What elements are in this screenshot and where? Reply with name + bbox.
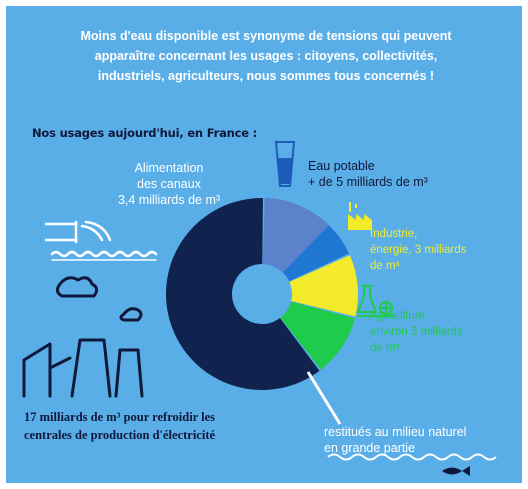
industry-label-line-2: énergie, 3 milliards <box>370 244 467 256</box>
cooling-label-line-2: centrales de production d'électricité <box>24 428 216 442</box>
factory-icon <box>348 202 372 230</box>
return-note-line-1: restitués au milieu naturel <box>324 425 467 439</box>
agriculture-label-line-1: Agriculture <box>370 310 425 322</box>
infographic-panel: Moins d'eau disponible est synonyme de t… <box>6 6 522 483</box>
donut-segment-canal <box>262 198 329 273</box>
return-leader-line <box>306 371 342 425</box>
water-label-line-2: + de 5 milliards de m³ <box>308 175 428 189</box>
usage-donut <box>166 198 358 390</box>
glass-of-water-icon <box>274 141 296 187</box>
industry-label-line-1: Industrie, <box>370 228 418 240</box>
canal-label: Alimentation des canaux 3,4 milliards de… <box>94 160 244 208</box>
canal-pipe-icon <box>44 220 158 261</box>
waves-icon <box>327 453 497 461</box>
headline-line-3: industriels, agriculteurs, nous sommes t… <box>97 69 435 83</box>
canal-label-line-1: Alimentation <box>134 161 204 175</box>
water-label: Eau potable + de 5 milliards de m³ <box>308 158 428 190</box>
flask-icon <box>356 285 396 317</box>
agriculture-label-line-3: de m³ <box>370 342 400 354</box>
canal-label-line-2: des canaux <box>137 177 201 191</box>
return-note: restitués au milieu naturel en grande pa… <box>324 424 466 456</box>
agriculture-label-line-2: environ 3 milliards <box>370 326 463 338</box>
fish-icon <box>442 466 470 476</box>
cooling-label-line-1: 17 milliards de m³ pour refroidir les <box>24 410 216 424</box>
subtitle: Nos usages aujourd'hui, en France : <box>32 126 258 140</box>
headline: Moins d'eau disponible est synonyme de t… <box>26 26 506 86</box>
cooling-label: 17 milliards de m³ pour refroidir les ce… <box>24 408 215 444</box>
donut-segment-cooling <box>166 198 320 390</box>
return-note-line-2: en grande partie <box>324 441 416 455</box>
power-plant-icon <box>22 276 144 398</box>
canal-label-line-3: 3,4 milliards de m³ <box>117 193 221 207</box>
industry-label-line-3: de m³ <box>370 260 400 272</box>
water-label-line-1: Eau potable <box>308 159 375 173</box>
donut-segment-agri <box>280 301 355 370</box>
agriculture-label: Agriculture environ 3 milliards de m³ <box>370 308 463 356</box>
donut-segment-industry <box>289 255 358 317</box>
headline-line-1: Moins d'eau disponible est synonyme de t… <box>80 29 452 43</box>
industry-label: Industrie, énergie, 3 milliards de m³ <box>370 226 467 274</box>
headline-line-2: apparaître concernant les usages : citoy… <box>94 49 438 63</box>
